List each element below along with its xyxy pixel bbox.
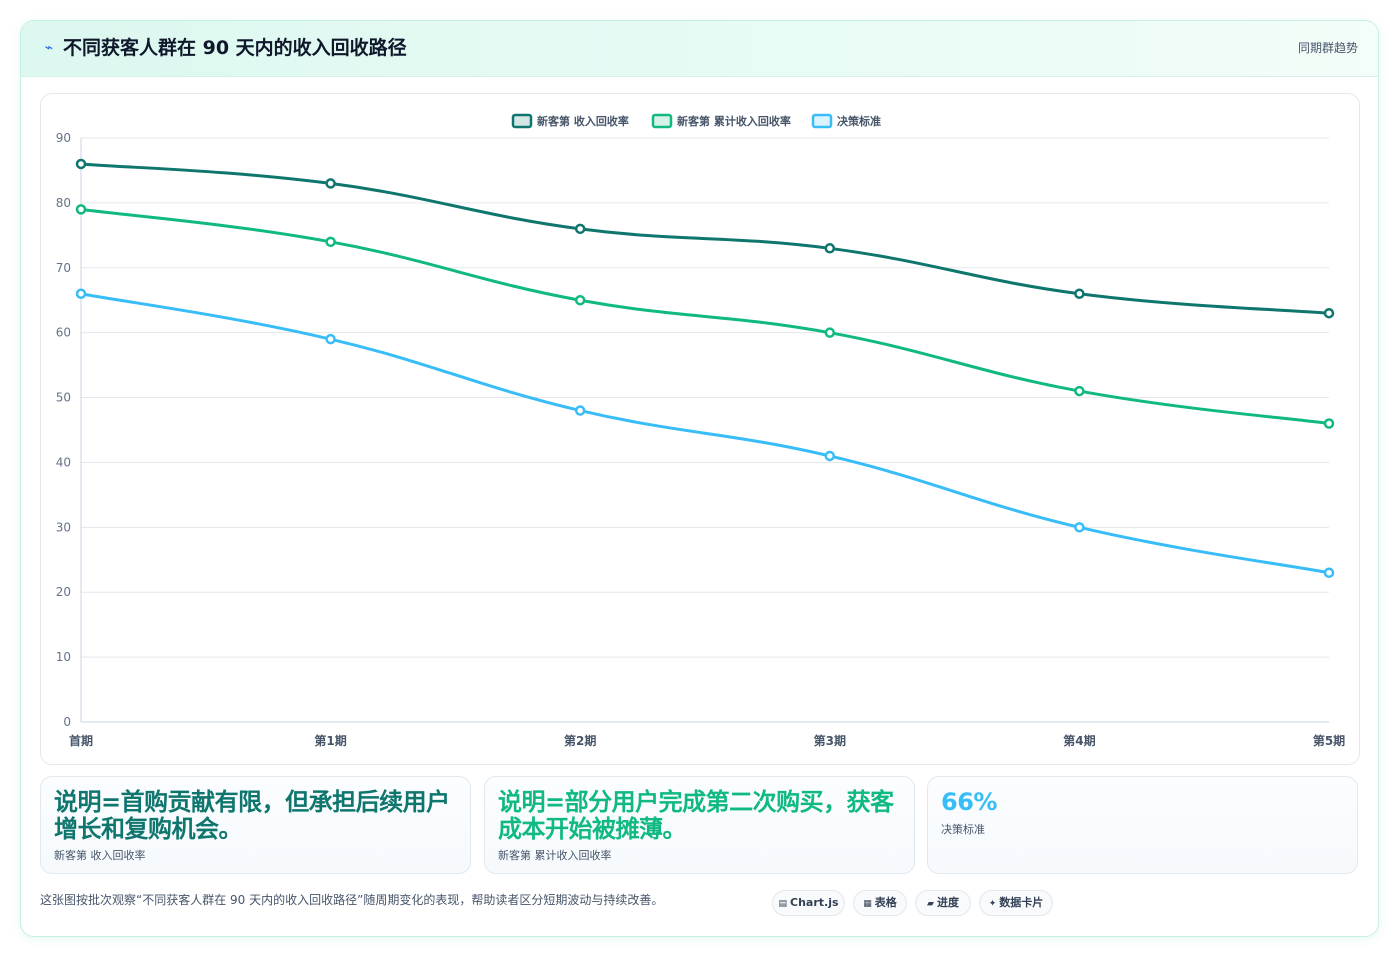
legend-label: 新客第 收入回收率 [537, 114, 629, 128]
sparkle-icon: ✦ [988, 899, 997, 909]
footer-note: 这张图按批次观察“不同获客人群在 90 天内的收入回收路径”随周期变化的表现，帮… [40, 893, 664, 907]
chart-icon: ▤ [778, 899, 787, 909]
data-point [824, 327, 836, 338]
stat-label: 新客第 累计收入回收率 [498, 849, 612, 862]
data-point [574, 405, 586, 416]
legend-swatch [511, 113, 533, 129]
cohort-trend-link[interactable]: 同期群趋势 [1297, 41, 1358, 55]
y-tick-label: 30 [56, 520, 71, 534]
data-point [824, 450, 836, 462]
x-tick-label: 第5期 [1313, 733, 1345, 748]
data-point [325, 236, 336, 248]
legend-swatch [811, 113, 833, 129]
stat-card-decision-standard: 66% 决策标准 [927, 776, 1358, 874]
chip-chartjs[interactable]: ▤ Chart.js [772, 890, 845, 916]
stat-card-cumulative-revenue: 说明=部分用户完成第二次购买，获客成本开始被摊薄。 新客第 累计收入回收率 [484, 776, 915, 874]
data-point [75, 288, 87, 299]
y-tick-label: 0 [63, 715, 71, 729]
data-point [1323, 567, 1335, 579]
series-line-1 [79, 162, 1331, 315]
card-header: ⌁ 不同获客人群在 90 天内的收入回收路径 同期群趋势 [21, 21, 1378, 77]
chart-card: ⌁ 不同获客人群在 90 天内的收入回收路径 同期群趋势 0 10 20 30 40 50… [20, 20, 1379, 937]
y-tick-label: 10 [56, 650, 71, 664]
series-line-2 [79, 207, 1331, 426]
chip-label: 表格 [874, 896, 897, 909]
y-tick-label: 70 [56, 261, 71, 275]
chip-label: Chart.js [790, 896, 839, 909]
stat-label: 决策标准 [941, 823, 985, 836]
y-tick-label: 40 [56, 455, 71, 469]
legend-label: 决策标准 [837, 114, 881, 128]
stat-card-new-revenue: 说明=首购贡献有限，但承担后续用户增长和复购机会。 新客第 收入回收率 [40, 776, 471, 874]
x-tick-label: 第1期 [314, 733, 346, 748]
stat-value: 66% [941, 788, 997, 816]
progress-icon: ▰ [927, 899, 934, 909]
chip-data-card[interactable]: ✦ 数据卡片 [979, 890, 1053, 916]
table-icon: ▦ [863, 899, 872, 909]
chip-label: 进度 [936, 896, 959, 909]
line-chart: 0 10 20 30 40 50 60 70 80 90 首期 第1期 第2期 第3期 第4期 第5期 新客第 … [56, 113, 1345, 748]
data-point [1074, 385, 1085, 397]
x-tick-label: 第2期 [564, 733, 596, 748]
data-point [824, 243, 836, 254]
x-tick-label: 首期 [69, 733, 93, 748]
chart-area: 0 10 20 30 40 50 60 70 80 90 首期 第1期 第2期 第3期 第4期 第5期 新客第 … [40, 93, 1360, 765]
legend-swatch [651, 113, 673, 129]
data-point [75, 204, 87, 215]
legend-label: 新客第 累计收入回收率 [677, 114, 791, 128]
data-point [325, 333, 336, 345]
y-tick-label: 60 [56, 326, 71, 340]
data-point [1323, 418, 1335, 429]
stat-value: 说明=部分用户完成第二次购买，获客成本开始被摊薄。 [498, 788, 894, 843]
data-point [325, 178, 336, 189]
y-tick-label: 90 [56, 131, 71, 145]
y-tick-label: 80 [56, 196, 71, 210]
data-point [574, 294, 586, 306]
data-point [1074, 522, 1085, 533]
series-line-3 [79, 292, 1331, 575]
chip-label: 数据卡片 [999, 896, 1044, 909]
data-point [1323, 307, 1335, 319]
pulse-icon: ⌁ [44, 40, 54, 56]
y-tick-label: 20 [56, 585, 71, 599]
stat-label: 新客第 收入回收率 [54, 849, 146, 862]
data-point [1074, 288, 1085, 299]
chip-table[interactable]: ▦ 表格 [853, 890, 907, 916]
chart-title: 不同获客人群在 90 天内的收入回收路径 [63, 37, 407, 59]
data-point [574, 223, 586, 235]
stat-value: 说明=首购贡献有限，但承担后续用户增长和复购机会。 [54, 788, 450, 843]
y-tick-label: 50 [56, 391, 71, 405]
chip-progress[interactable]: ▰ 进度 [915, 890, 971, 916]
data-point [75, 158, 87, 170]
x-tick-label: 第4期 [1063, 733, 1095, 748]
x-tick-label: 第3期 [814, 733, 846, 748]
